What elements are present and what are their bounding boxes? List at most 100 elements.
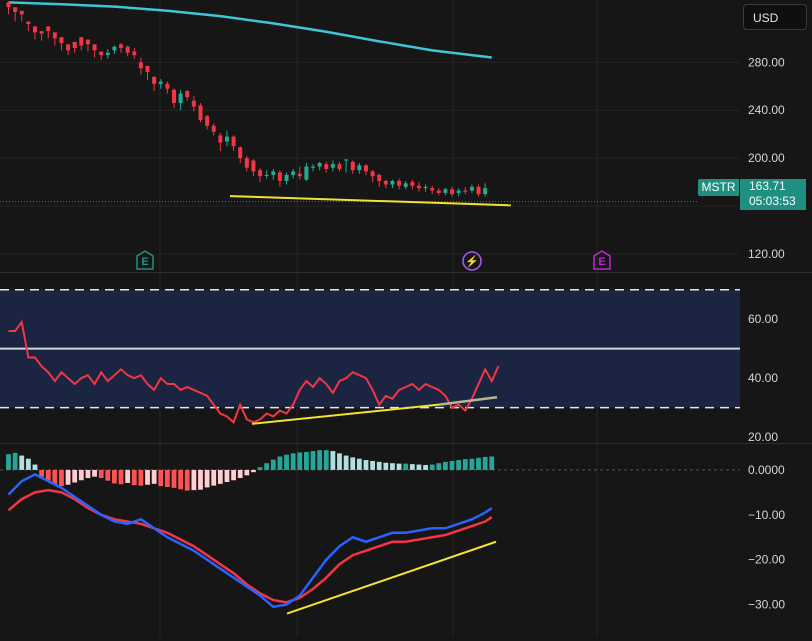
- macd-histogram-bar: [284, 454, 289, 470]
- macd-histogram-bar: [323, 450, 329, 470]
- macd-axis-tick: 0.0000: [748, 463, 785, 477]
- macd-histogram-bar: [45, 469, 51, 482]
- macd-histogram-bar: [370, 460, 375, 470]
- macd-histogram-bar: [416, 464, 422, 470]
- macd-histogram-bar: [304, 451, 309, 470]
- currency-selector-button[interactable]: USD: [743, 4, 807, 30]
- candle-body: [403, 183, 408, 187]
- candle-body: [483, 188, 488, 195]
- macd-histogram-bar: [396, 463, 402, 470]
- macd-histogram-bar: [469, 458, 475, 470]
- price-axis-tick: 200.00: [748, 151, 785, 165]
- candle-body: [264, 174, 269, 176]
- candle-body: [218, 135, 223, 143]
- macd-histogram-bar: [105, 469, 111, 481]
- candle-body: [132, 51, 137, 56]
- macd-histogram-bar: [178, 469, 184, 490]
- macd-signal-line: [7, 488, 493, 604]
- rsi-divergence-line: [251, 403, 441, 425]
- candle-body: [46, 26, 51, 32]
- rsi-line: [8, 319, 500, 425]
- macd-axis-tick: −10.00: [748, 508, 785, 522]
- macd-histogram-bar: [290, 453, 296, 470]
- macd-histogram-bar: [337, 453, 342, 470]
- candle-body: [330, 164, 335, 168]
- event-marker-shape: [593, 250, 611, 270]
- event-marker-letter: E: [141, 256, 148, 268]
- macd-histogram-bar: [25, 458, 31, 470]
- candle-body: [125, 46, 130, 53]
- rsi-axis-tick: 60.00: [748, 312, 778, 326]
- candle-body: [456, 190, 461, 193]
- macd-histogram-bar: [131, 469, 137, 486]
- symbol-price-tag: MSTR: [698, 179, 739, 196]
- candle-body: [383, 180, 388, 185]
- macd-histogram-bar: [125, 469, 131, 483]
- macd-histogram-bar: [39, 469, 44, 477]
- candle-body: [19, 10, 24, 15]
- bar-countdown: 05:03:53: [749, 194, 796, 208]
- macd-histogram-bar: [383, 462, 389, 470]
- macd-histogram-bar: [19, 455, 25, 470]
- macd-histogram-bar: [211, 469, 217, 486]
- macd-histogram-bar: [330, 451, 336, 470]
- macd-axis-tick: −20.00: [748, 553, 785, 567]
- macd-histogram-bar: [118, 469, 124, 485]
- macd-histogram-bar: [78, 469, 84, 481]
- candle-body: [350, 161, 355, 171]
- macd-histogram-bar: [257, 467, 263, 470]
- price-axis-tick: 240.00: [748, 103, 785, 117]
- macd-histogram-bar: [409, 464, 415, 470]
- candle-body: [79, 37, 84, 46]
- candle-body: [224, 136, 229, 142]
- macd-histogram-bar: [449, 460, 455, 470]
- candle-body: [152, 76, 157, 84]
- macd-histogram-bar: [390, 463, 395, 470]
- candle-body: [205, 116, 210, 126]
- macd-histogram-bar: [231, 469, 236, 481]
- candle-body: [165, 83, 170, 89]
- candle-body: [271, 171, 276, 175]
- candle-body: [13, 7, 18, 12]
- macd-histogram-bar: [429, 464, 435, 470]
- macd-histogram-bar: [65, 469, 71, 485]
- macd-histogram-bar: [164, 469, 170, 487]
- candle-body: [105, 52, 110, 56]
- macd-axis-tick: −30.00: [748, 598, 785, 612]
- candle-body: [158, 81, 163, 84]
- macd-histogram-bar: [204, 469, 210, 488]
- candle-body: [32, 26, 37, 33]
- rsi-axis-tick: 40.00: [748, 371, 778, 385]
- macd-histogram-bar: [489, 456, 495, 470]
- candle-body: [72, 41, 77, 48]
- candle-body: [92, 44, 97, 51]
- macd-line: [7, 473, 493, 609]
- macd-histogram-bar: [138, 469, 144, 486]
- moving-average-line: [8, 1, 492, 59]
- macd-histogram-bar: [151, 469, 157, 484]
- macd-histogram-bar: [224, 469, 230, 483]
- macd-histogram-bar: [356, 458, 362, 470]
- candle-body: [145, 65, 150, 72]
- candle-body: [344, 159, 349, 161]
- candle-body: [291, 171, 296, 175]
- macd-histogram-bar: [456, 460, 462, 470]
- macd-histogram-bar: [403, 463, 409, 470]
- candle-body: [311, 166, 316, 168]
- lightning-event-icon: ⚡: [462, 251, 482, 271]
- candle-body: [66, 44, 71, 51]
- candle-body: [423, 186, 428, 189]
- macd-histogram-bar: [191, 469, 197, 491]
- candle-body: [304, 166, 309, 180]
- macd-histogram-bar: [72, 469, 78, 483]
- candle-body: [436, 190, 441, 193]
- macd-histogram-bar: [264, 463, 270, 470]
- macd-histogram-bar: [145, 469, 150, 485]
- macd-histogram-bar: [32, 464, 38, 470]
- candle-body: [39, 31, 44, 34]
- candle-body: [6, 2, 11, 8]
- candle-body: [244, 158, 249, 168]
- macd-histogram-bar: [112, 469, 117, 484]
